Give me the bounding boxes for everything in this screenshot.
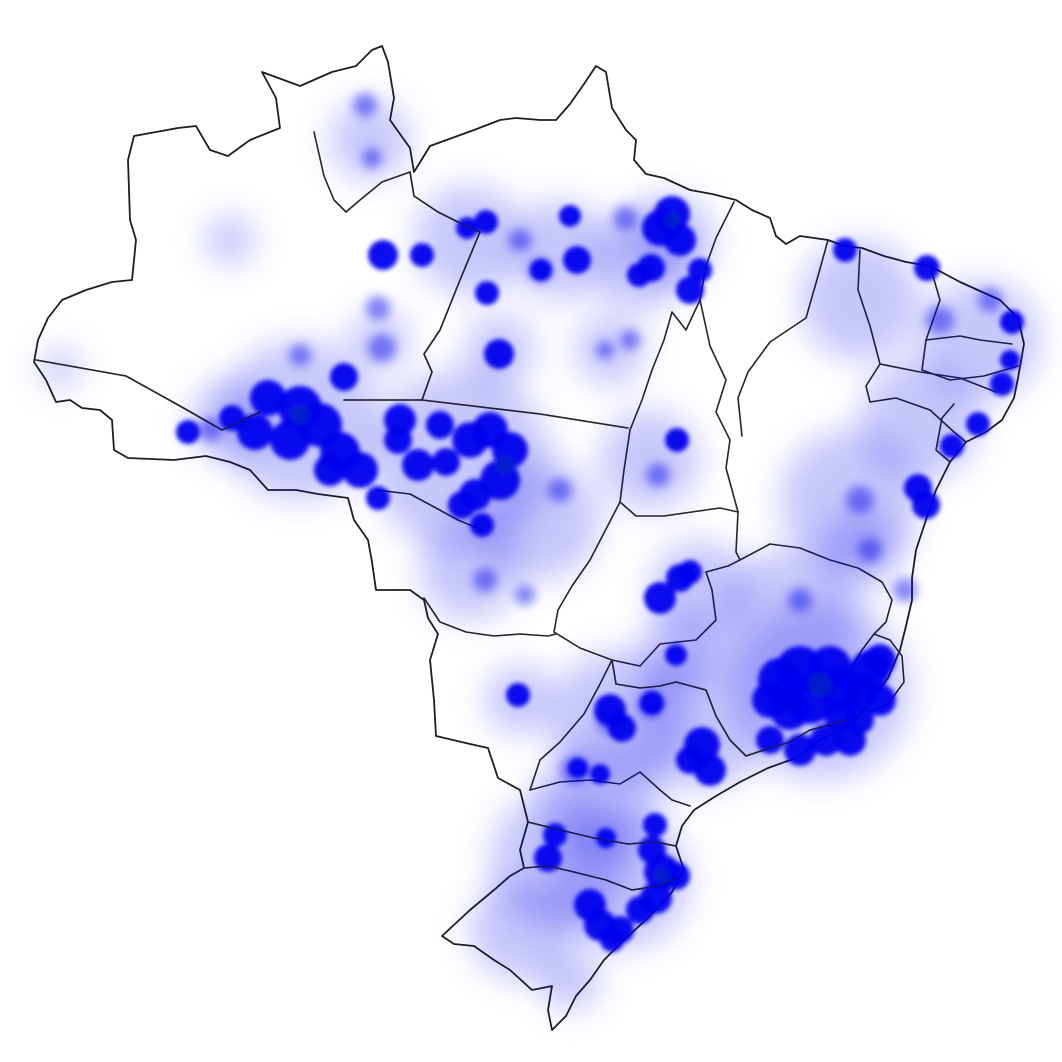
heat-spot <box>926 306 954 334</box>
heat-core <box>342 452 378 488</box>
heat-core <box>474 210 498 234</box>
heat-spot <box>846 486 874 514</box>
heat-core <box>250 380 286 416</box>
heat-core <box>627 263 651 287</box>
heat-core <box>665 428 689 452</box>
heat-spot <box>473 568 497 592</box>
heat-core <box>475 281 499 305</box>
heat-spot <box>366 296 390 320</box>
heat-spot <box>893 578 917 602</box>
heat-core <box>662 862 690 890</box>
heat-core <box>568 758 588 778</box>
state-borders-overlay <box>35 171 847 891</box>
heat-halo <box>600 410 700 510</box>
heat-spot <box>198 418 222 442</box>
heat-core <box>864 644 896 676</box>
heat-halo <box>415 185 525 295</box>
heat-core <box>590 764 610 784</box>
heat-core <box>600 928 624 952</box>
heat-core <box>426 411 454 439</box>
heat-core <box>1000 350 1020 370</box>
heat-core-center <box>496 456 514 474</box>
heat-core <box>756 726 784 754</box>
heat-spot <box>858 538 882 562</box>
heat-core <box>176 420 200 444</box>
heat-core <box>914 255 940 281</box>
heat-core <box>410 243 434 267</box>
heat-spot <box>368 334 396 362</box>
heat-spot <box>548 478 572 502</box>
heat-spot <box>596 341 614 359</box>
heat-core <box>534 844 562 872</box>
heat-spot <box>646 463 670 487</box>
heat-halo <box>205 215 255 265</box>
heat-core <box>864 684 896 716</box>
heat-core <box>665 644 687 666</box>
heat-core <box>676 276 704 304</box>
heat-core <box>846 706 874 734</box>
heat-core <box>608 714 636 742</box>
heat-spot <box>978 288 1002 312</box>
heat-core-center <box>290 405 310 425</box>
heat-spot <box>362 148 382 168</box>
heat-halo <box>40 348 80 388</box>
heat-spot <box>620 330 640 350</box>
heat-halo <box>540 950 600 1010</box>
heat-spot <box>509 229 531 251</box>
heat-core <box>640 882 672 914</box>
heat-core <box>966 412 990 436</box>
heat-halo <box>800 240 920 360</box>
heat-halo <box>330 100 410 180</box>
heat-core <box>664 224 696 256</box>
heat-core-center <box>664 212 680 228</box>
heat-core <box>940 434 964 458</box>
heat-core <box>219 405 245 431</box>
heat-core <box>237 414 273 450</box>
heat-core <box>330 363 358 391</box>
heat-core <box>833 238 857 262</box>
heat-core <box>506 683 530 707</box>
heat-core <box>432 448 460 476</box>
heat-core <box>270 420 310 460</box>
heat-core <box>543 823 567 847</box>
heat-core <box>678 560 702 584</box>
heat-spot <box>289 344 311 366</box>
heat-core <box>644 582 676 614</box>
heat-core <box>484 339 514 369</box>
heat-core <box>402 449 434 481</box>
heat-core <box>912 491 940 519</box>
heat-core <box>688 258 712 282</box>
heat-core <box>456 217 478 239</box>
heat-core <box>1000 310 1024 334</box>
heat-core <box>366 486 390 510</box>
heat-core <box>384 426 412 454</box>
heat-core <box>563 246 591 274</box>
heat-core <box>784 734 816 766</box>
heat-halo <box>420 520 520 620</box>
heat-core-center <box>808 673 832 697</box>
heat-spot <box>515 585 535 605</box>
heat-spot <box>353 93 377 117</box>
heat-core <box>448 491 476 519</box>
heat-core <box>676 746 704 774</box>
heat-core <box>990 372 1014 396</box>
heat-core <box>596 828 616 848</box>
heat-halo <box>470 880 570 980</box>
heat-core <box>752 682 788 718</box>
heat-core-center <box>654 867 670 883</box>
heat-spot <box>788 588 812 612</box>
heat-core <box>368 240 398 270</box>
heat-core <box>314 454 346 486</box>
heat-core <box>643 813 667 837</box>
heat-core <box>470 513 494 537</box>
heat-spot <box>613 206 637 230</box>
heat-layer-strong <box>176 196 1024 952</box>
heat-core <box>810 724 842 756</box>
heat-core <box>640 691 664 715</box>
heat-core <box>559 205 581 227</box>
heat-core <box>530 259 552 281</box>
